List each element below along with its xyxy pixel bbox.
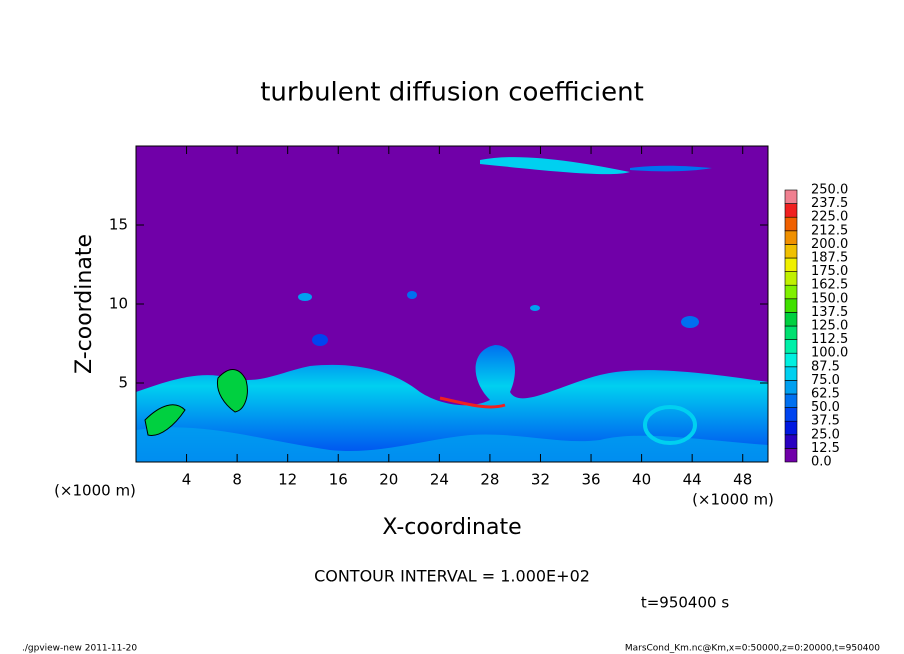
colorbar-label: 150.0	[811, 291, 848, 306]
colorbar-cell	[784, 203, 798, 218]
x-tick-label: 16	[329, 471, 348, 489]
contour-interval: CONTOUR INTERVAL = 1.000E+02	[314, 567, 590, 586]
colorbar-label: 87.5	[811, 359, 840, 374]
x-tick-label: 24	[430, 471, 449, 489]
colorbar-cell	[784, 420, 798, 436]
colorbar-label: 212.5	[811, 223, 848, 238]
colorbar-label: 112.5	[811, 332, 848, 347]
x-tick-label: 8	[232, 471, 242, 489]
colorbar-cell	[784, 366, 798, 381]
colorbar-cell	[784, 244, 798, 259]
x-tick-label: 36	[581, 471, 600, 489]
y-axis-label: Z-coordinate	[72, 234, 97, 374]
colorbar-label: 62.5	[811, 387, 840, 402]
footer-left: ./gpview-new 2011-11-20	[22, 644, 137, 654]
time-label: t=950400 s	[641, 594, 729, 612]
x-tick-label: 12	[278, 471, 297, 489]
colorbar-label: 187.5	[811, 251, 848, 266]
x-tick-label: 40	[632, 471, 651, 489]
colorbar-cell	[784, 393, 798, 408]
colorbar-cell	[784, 448, 798, 463]
x-unit: (×1000 m)	[692, 491, 774, 509]
x-tick-label: 44	[683, 471, 702, 489]
colorbar-cell	[784, 189, 798, 204]
colorbar-cell	[784, 407, 798, 422]
colorbar-label: 12.5	[811, 441, 840, 456]
colorbar-label: 225.0	[811, 210, 848, 225]
colorbar-cell	[784, 312, 798, 327]
colorbar-cell	[784, 298, 798, 313]
colorbar-label: 75.0	[811, 373, 840, 388]
x-axis-label: X-coordinate	[382, 515, 521, 540]
chart-title: turbulent diffusion coefficient	[260, 78, 644, 108]
colorbar-label: 175.0	[811, 264, 848, 279]
x-tick-label: 4	[182, 471, 192, 489]
colorbar-cell	[784, 380, 798, 395]
colorbar-cell	[784, 434, 798, 449]
colorbar-cell	[784, 284, 798, 300]
footer-right: MarsCond_Km.nc@Km,x=0:50000,z=0:20000,t=…	[625, 644, 880, 654]
x-tick-label: 20	[379, 471, 398, 489]
colorbar-label: 125.0	[811, 319, 848, 334]
colorbar-label: 25.0	[811, 427, 840, 442]
x-tick-label: 28	[480, 471, 499, 489]
y-tick-label: 5	[118, 374, 128, 392]
colorbar-label: 137.5	[811, 305, 848, 320]
x-tick-label: 48	[733, 471, 752, 489]
field	[136, 146, 768, 462]
colorbar-label: 0.0	[811, 455, 832, 470]
y-tick-label: 15	[109, 216, 128, 234]
colorbar-cell	[784, 352, 798, 368]
y-tick-label: 10	[109, 295, 128, 313]
colorbar-label: 37.5	[811, 414, 840, 429]
colorbar-cell	[784, 230, 798, 245]
colorbar-label: 100.0	[811, 346, 848, 361]
colorbar-cell	[784, 325, 798, 340]
colorbar-cell	[784, 216, 798, 232]
colorbar-label: 237.5	[811, 196, 848, 211]
y-unit: (×1000 m)	[54, 482, 136, 500]
colorbar-label: 50.0	[811, 400, 840, 415]
colorbar-label: 162.5	[811, 278, 848, 293]
x-tick-label: 32	[531, 471, 550, 489]
colorbar-label: 200.0	[811, 237, 848, 252]
colorbar-label: 250.0	[811, 183, 848, 198]
colorbar-cell	[784, 339, 798, 354]
colorbar-cell	[784, 257, 798, 272]
colorbar-cell	[784, 271, 798, 286]
